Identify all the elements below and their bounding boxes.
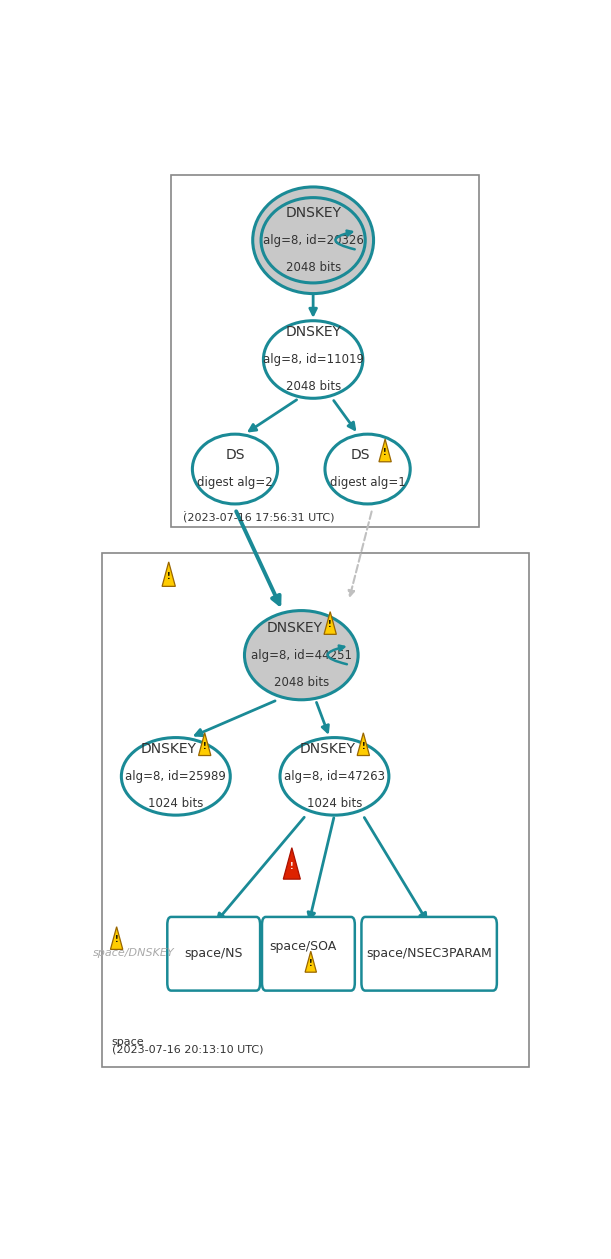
Text: 2048 bits: 2048 bits xyxy=(285,261,341,274)
Text: !: ! xyxy=(309,959,313,968)
Ellipse shape xyxy=(253,186,373,293)
Polygon shape xyxy=(111,927,123,949)
Text: alg=8, id=25989: alg=8, id=25989 xyxy=(125,769,226,783)
FancyBboxPatch shape xyxy=(262,917,355,991)
Text: 1024 bits: 1024 bits xyxy=(307,797,362,810)
Text: (2023-07-16 20:13:10 UTC): (2023-07-16 20:13:10 UTC) xyxy=(112,1045,263,1055)
Text: DNSKEY: DNSKEY xyxy=(285,206,341,220)
Text: digest alg=1: digest alg=1 xyxy=(330,476,406,490)
FancyBboxPatch shape xyxy=(171,175,479,528)
FancyBboxPatch shape xyxy=(362,917,497,991)
Text: DS: DS xyxy=(225,448,245,462)
Text: space/SOA: space/SOA xyxy=(269,939,336,953)
Text: DNSKEY: DNSKEY xyxy=(141,743,197,757)
Ellipse shape xyxy=(261,198,365,283)
Text: 2048 bits: 2048 bits xyxy=(274,676,329,689)
Ellipse shape xyxy=(263,321,363,398)
Text: 1024 bits: 1024 bits xyxy=(148,797,203,810)
Text: !: ! xyxy=(383,448,387,457)
Text: DNSKEY: DNSKEY xyxy=(266,621,322,635)
Text: DS: DS xyxy=(351,448,370,462)
Ellipse shape xyxy=(244,611,358,700)
Text: DNSKEY: DNSKEY xyxy=(299,743,356,757)
Polygon shape xyxy=(379,439,391,462)
Text: !: ! xyxy=(328,621,332,630)
Polygon shape xyxy=(162,562,175,587)
Text: alg=8, id=20326: alg=8, id=20326 xyxy=(263,234,364,247)
Text: digest alg=2: digest alg=2 xyxy=(197,476,273,490)
Text: space: space xyxy=(112,1037,145,1046)
Polygon shape xyxy=(305,952,316,972)
Polygon shape xyxy=(284,847,301,879)
Text: DNSKEY: DNSKEY xyxy=(285,325,341,340)
Text: space/DNSKEY: space/DNSKEY xyxy=(92,948,174,958)
Text: space/NS: space/NS xyxy=(185,947,243,961)
Text: !: ! xyxy=(290,861,294,870)
Text: space/NSEC3PARAM: space/NSEC3PARAM xyxy=(366,947,492,961)
Text: alg=8, id=11019: alg=8, id=11019 xyxy=(263,353,364,366)
FancyBboxPatch shape xyxy=(167,917,260,991)
Text: (2023-07-16 17:56:31 UTC): (2023-07-16 17:56:31 UTC) xyxy=(183,512,334,522)
Ellipse shape xyxy=(325,434,410,504)
Text: .: . xyxy=(183,504,186,514)
Text: !: ! xyxy=(115,935,119,944)
Text: alg=8, id=47263: alg=8, id=47263 xyxy=(284,769,385,783)
Text: !: ! xyxy=(362,742,365,750)
Polygon shape xyxy=(324,612,336,635)
FancyBboxPatch shape xyxy=(103,554,529,1068)
Polygon shape xyxy=(357,733,370,755)
Text: !: ! xyxy=(167,572,170,580)
Ellipse shape xyxy=(122,738,230,815)
Ellipse shape xyxy=(280,738,389,815)
Text: 2048 bits: 2048 bits xyxy=(285,380,341,393)
Polygon shape xyxy=(199,733,211,755)
Text: !: ! xyxy=(203,742,207,750)
Ellipse shape xyxy=(192,434,277,504)
Text: alg=8, id=44251: alg=8, id=44251 xyxy=(251,648,352,662)
